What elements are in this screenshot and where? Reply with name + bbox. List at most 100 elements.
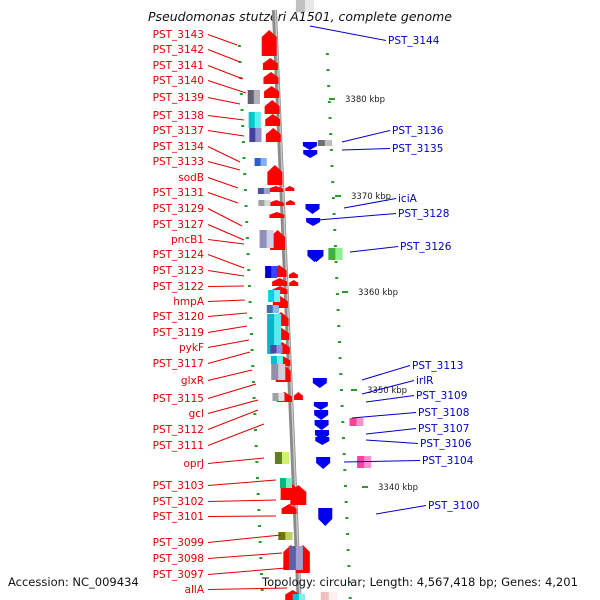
scale-mark-label: 3350 kbp xyxy=(367,386,407,396)
left-gene-label: PST_3112 xyxy=(153,424,204,436)
track-tick xyxy=(335,277,339,279)
left-gene-label: gcl xyxy=(189,408,204,420)
left-gene-label: PST_3101 xyxy=(153,511,204,523)
track-tick xyxy=(340,405,344,407)
forward-gene-arrow xyxy=(289,280,299,286)
track-tick xyxy=(245,221,249,223)
track-tick xyxy=(247,285,251,287)
gene-box-shade xyxy=(274,290,281,302)
right-label-leader xyxy=(343,198,397,209)
track-tick xyxy=(333,229,337,231)
gene-box-shade xyxy=(324,140,332,146)
forward-gene-arrow xyxy=(270,230,286,250)
right-label-leader xyxy=(309,25,387,41)
forward-gene-arrow xyxy=(285,186,295,191)
left-label-leader xyxy=(207,369,253,381)
forward-gene-arrow xyxy=(261,30,277,56)
reverse-gene-arrow xyxy=(303,150,318,158)
right-gene-label: PST_3106 xyxy=(420,438,472,450)
right-gene-label: PST_3135 xyxy=(392,143,443,155)
gene-box-shade xyxy=(260,158,267,166)
right-gene-label: PST_3113 xyxy=(412,360,463,372)
scale-mark-tick xyxy=(342,291,348,293)
gene-box-shade xyxy=(286,478,293,488)
left-gene-label: PST_3141 xyxy=(153,60,204,72)
gene-box-shade xyxy=(271,266,278,278)
left-gene-label: PST_3123 xyxy=(153,265,204,277)
left-gene-label: pykF xyxy=(179,342,204,354)
gene-box-shade xyxy=(272,305,279,313)
scale-mark-tick xyxy=(329,98,335,100)
left-label-leader xyxy=(207,224,245,241)
left-gene-label: PST_3111 xyxy=(153,440,204,452)
track-tick xyxy=(327,85,331,87)
forward-gene-arrow xyxy=(262,58,278,70)
forward-gene-arrow xyxy=(268,186,284,192)
left-label-leader xyxy=(207,499,277,502)
left-gene-label: PST_3124 xyxy=(153,249,205,261)
track-tick xyxy=(258,525,261,527)
track-tick xyxy=(260,573,264,575)
track-tick xyxy=(335,293,339,295)
left-gene-label: PST_3119 xyxy=(153,327,204,339)
track-tick xyxy=(249,317,253,319)
gene-box-shade xyxy=(278,364,286,380)
track-tick xyxy=(245,237,249,239)
left-label-leader xyxy=(207,587,288,590)
track-tick xyxy=(346,549,350,551)
accession-text: Accession: NC_009434 xyxy=(8,575,139,589)
track-tick xyxy=(237,45,241,47)
track-tick xyxy=(256,493,260,495)
left-label-leader xyxy=(207,312,248,317)
scale-mark-label: 3360 kbp xyxy=(358,288,398,298)
track-tick xyxy=(337,341,341,343)
track-tick xyxy=(251,365,255,367)
right-label-leader xyxy=(361,380,415,395)
right-gene-label: PST_3104 xyxy=(422,455,474,467)
gene-box-shade xyxy=(276,345,283,353)
gene-box xyxy=(249,128,262,142)
left-gene-label: PST_3137 xyxy=(153,125,204,137)
track-tick xyxy=(341,437,345,439)
left-gene-label: PST_3131 xyxy=(153,187,204,199)
track-tick xyxy=(342,453,346,455)
right-label-leader xyxy=(351,412,417,419)
left-gene-label: PST_3129 xyxy=(153,203,204,215)
forward-gene-arrow xyxy=(265,128,281,142)
right-label-leader xyxy=(365,428,417,435)
track-tick xyxy=(346,533,349,535)
left-label-leader xyxy=(207,270,245,277)
right-label-leader xyxy=(341,148,391,151)
track-tick xyxy=(260,589,264,591)
gene-box-shade xyxy=(281,452,289,464)
track-tick xyxy=(254,445,258,447)
scale-mark-tick xyxy=(351,389,357,391)
left-label-leader xyxy=(207,552,283,559)
left-gene-label: pncB1 xyxy=(171,234,204,246)
gene-box-shade xyxy=(263,188,270,194)
reverse-gene-arrow xyxy=(314,420,329,430)
right-gene-label: PST_3126 xyxy=(400,241,452,253)
left-label-leader xyxy=(207,49,241,63)
left-gene-label: PST_3133 xyxy=(153,156,204,168)
left-gene-label: PST_3143 xyxy=(153,29,204,41)
left-gene-label: hmpA xyxy=(173,296,205,308)
scale-mark-label: 3340 kbp xyxy=(378,483,418,493)
gene-box xyxy=(248,112,261,128)
track-tick xyxy=(255,461,259,463)
gene-box-shade xyxy=(304,0,314,12)
left-label-leader xyxy=(207,399,259,414)
scale-mark-tick xyxy=(362,486,368,488)
track-tick xyxy=(341,421,345,423)
right-gene-label: PST_3136 xyxy=(392,125,444,137)
track-tick xyxy=(326,69,330,71)
topology-text: Topology: circular; Length: 4,567,418 bp… xyxy=(262,575,578,589)
gene-box-shade xyxy=(266,230,274,248)
forward-gene-arrow xyxy=(290,485,307,505)
reverse-gene-arrow xyxy=(318,508,333,526)
scale-mark-label: 3370 kbp xyxy=(351,192,391,202)
right-gene-label: PST_3109 xyxy=(416,390,467,402)
left-label-leader xyxy=(207,239,245,245)
track-tick xyxy=(238,61,242,63)
